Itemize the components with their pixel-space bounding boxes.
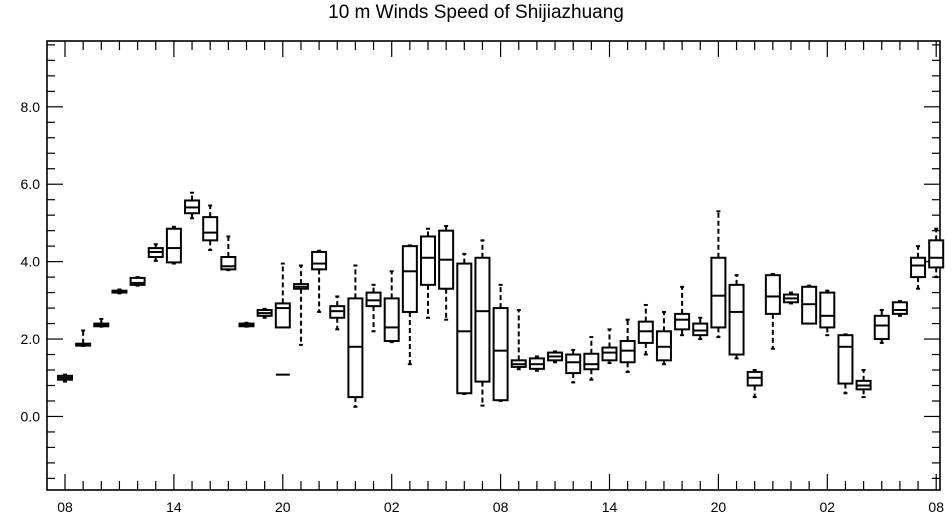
box-item (601, 328, 618, 365)
box-body (710, 256, 727, 329)
x-tick-label: 08 (57, 499, 73, 515)
box-item (746, 369, 763, 399)
box-body (928, 239, 945, 269)
box-body (583, 352, 600, 371)
box-item (474, 239, 491, 407)
box-body (383, 297, 400, 342)
box-body (837, 334, 854, 385)
box-item (783, 291, 799, 305)
x-tick-label: 02 (820, 499, 836, 515)
box-item (873, 309, 890, 344)
y-tick-label: 8.0 (21, 99, 41, 115)
box-body (474, 256, 491, 383)
box-item (637, 303, 654, 356)
box-item (891, 300, 908, 317)
box-item (764, 273, 781, 350)
box-item (456, 252, 473, 396)
box-item (329, 295, 346, 331)
box-item (184, 191, 201, 220)
box-item (93, 317, 110, 328)
box-item (75, 329, 92, 348)
y-tick-label: 0.0 (21, 408, 41, 424)
box-item (910, 245, 927, 290)
x-tick-label: 02 (384, 499, 400, 515)
box-item (728, 274, 745, 360)
box-item (420, 227, 436, 319)
box-item (510, 309, 527, 371)
box-item (492, 283, 509, 402)
box-item (655, 310, 672, 366)
box-body (492, 307, 509, 402)
box-series (57, 191, 945, 408)
box-item (220, 235, 237, 272)
box-item (202, 204, 219, 252)
box-item (238, 321, 255, 328)
box-body (601, 346, 618, 362)
box-item (583, 336, 600, 381)
box-body (202, 216, 219, 242)
box-item (928, 227, 945, 279)
box-item (365, 283, 382, 333)
box-item (855, 369, 872, 399)
x-tick-label: 20 (711, 499, 727, 515)
x-tick-label: 20 (275, 499, 291, 515)
y-tick-label: 2.0 (21, 331, 41, 347)
box-item (801, 284, 818, 325)
axis-ticks: 0.0 2.0 4.0 6.0 8.0 08 14 20 02 08 14 20 02 08 (21, 41, 944, 515)
box-item (111, 288, 128, 295)
box-body (873, 314, 890, 341)
box-item (274, 262, 291, 376)
x-tick-label: 14 (602, 499, 618, 515)
box-body (891, 301, 908, 315)
box-item (401, 244, 418, 366)
box-body (728, 283, 745, 356)
box-item (383, 270, 400, 344)
box-body (274, 302, 291, 329)
box-item (129, 276, 146, 287)
box-body (129, 276, 146, 286)
box-item (57, 373, 73, 383)
box-body (910, 256, 927, 279)
box-item (438, 225, 455, 321)
box-item (147, 243, 164, 262)
box-body (764, 274, 781, 315)
box-body (692, 322, 709, 337)
plot-border (46, 40, 941, 491)
box-item (165, 225, 182, 265)
box-body (420, 235, 436, 286)
box-body (565, 353, 582, 375)
box-item (710, 210, 727, 339)
box-item (547, 350, 564, 364)
box-item (528, 355, 545, 372)
box-item (311, 249, 328, 313)
box-item (619, 318, 636, 373)
box-item (692, 316, 709, 341)
box-body (311, 250, 328, 271)
box-item (819, 289, 836, 337)
box-body (401, 245, 418, 313)
box-body (165, 227, 182, 264)
box-item (565, 348, 582, 384)
box-body (674, 312, 691, 331)
y-tick-label: 6.0 (21, 176, 41, 192)
chart-title: 10 m Winds Speed of Shijiazhuang (328, 2, 624, 23)
box-body (456, 262, 473, 395)
y-tick-label: 4.0 (21, 254, 41, 270)
box-item (347, 264, 364, 408)
box-item (256, 307, 273, 319)
x-tick-label: 08 (928, 499, 944, 515)
x-tick-label: 08 (493, 499, 509, 515)
box-item (292, 264, 309, 346)
box-item (674, 285, 691, 337)
box-item (837, 333, 854, 395)
box-body (819, 291, 836, 329)
box-body (220, 255, 237, 271)
plot-frame (46, 40, 941, 491)
x-tick-label: 14 (166, 499, 182, 515)
